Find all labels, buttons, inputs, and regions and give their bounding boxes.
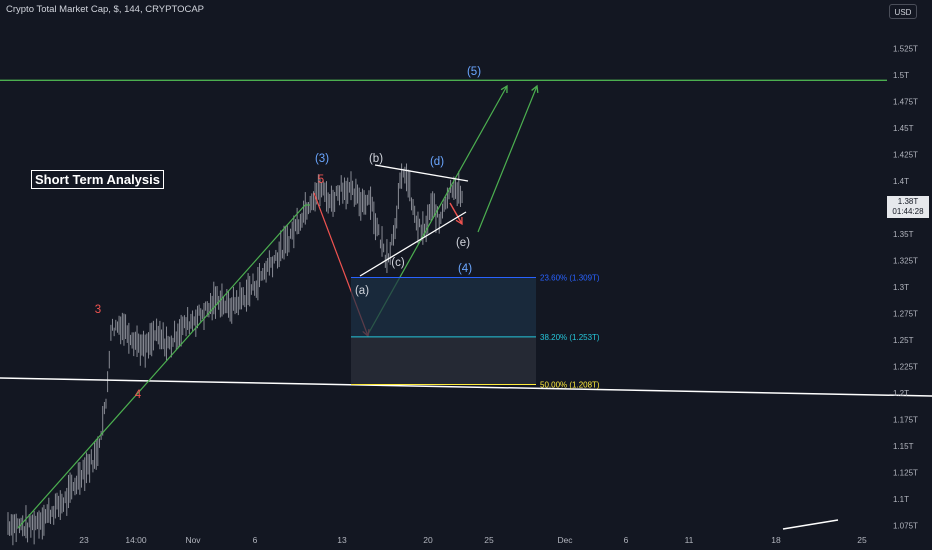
y-tick-label: 1.25T — [893, 336, 914, 345]
fib-level-label: 23.60% (1.309T) — [540, 273, 600, 282]
y-tick-label: 1.4T — [893, 177, 909, 186]
last-price-tag: 1.38T 01:44:28 — [887, 196, 929, 218]
lower-trend-line — [782, 519, 839, 530]
x-axis: 23 14:00 Nov 6 13 20 25 Dec 6 11 18 25 — [79, 535, 867, 545]
wave-label: (4) — [458, 263, 472, 275]
y-tick-label: 1.425T — [893, 151, 918, 160]
y-tick-label: 1.525T — [893, 45, 918, 54]
x-tick-label: 13 — [337, 535, 347, 545]
y-tick-label: 1.475T — [893, 98, 918, 107]
y-tick-label: 1.325T — [893, 257, 918, 266]
x-tick-label: 20 — [423, 535, 433, 545]
x-tick-label: Dec — [557, 535, 573, 545]
symbol-title: Crypto Total Market Cap, $, 144, CRYPTOC… — [6, 4, 205, 15]
y-tick-label: 1.075T — [893, 522, 918, 531]
y-tick-label: 1.15T — [893, 442, 914, 451]
wave-label: (5) — [467, 66, 481, 78]
wave-label: (b) — [369, 153, 383, 165]
candles-layer — [7, 163, 463, 546]
x-tick-label: 25 — [484, 535, 494, 545]
y-tick-label: 1.2T — [893, 389, 909, 398]
bar-countdown: 01:44:28 — [892, 207, 924, 216]
arrow-head — [500, 84, 508, 94]
short-term-analysis-label: Short Term Analysis — [31, 170, 164, 189]
x-tick-label: 18 — [771, 535, 781, 545]
last-price-value: 1.38T — [897, 197, 919, 206]
fib-level-label: 50.00% (1.208T) — [540, 381, 600, 390]
currency-button[interactable]: USD — [889, 4, 917, 19]
fib-zone-upper — [351, 277, 536, 337]
x-tick-label: Nov — [185, 535, 201, 545]
fib-level-label: 38.20% (1.253T) — [540, 333, 600, 342]
arrow-head — [455, 216, 463, 226]
x-tick-label: 11 — [685, 535, 694, 545]
fib-retracement-layer: 23.60% (1.309T) 38.20% (1.253T) 50.00% (1.… — [351, 273, 600, 390]
wave-e-arrow — [449, 202, 463, 225]
wave-label: (3) — [315, 153, 329, 165]
x-tick-label: 14:00 — [125, 535, 147, 545]
wave-labels-layer: 3 4 5 (3) (a) (b) (c) (d) (e) (4) (5) — [95, 66, 481, 401]
wave-label: 3 — [95, 304, 101, 316]
y-tick-label: 1.125T — [893, 469, 918, 478]
triangle-upper-line — [374, 164, 469, 182]
wave-label: 5 — [318, 174, 324, 186]
impulse-line-1 — [17, 204, 306, 529]
wave-label: (c) — [391, 257, 405, 269]
y-tick-label: 1.45T — [893, 124, 914, 133]
x-tick-label: 25 — [857, 535, 867, 545]
projection-line-2 — [477, 85, 538, 233]
wave-label: (d) — [430, 156, 444, 168]
y-tick-label: 1.225T — [893, 363, 918, 372]
y-tick-label: 1.35T — [893, 230, 914, 239]
y-tick-label: 1.1T — [893, 495, 909, 504]
x-tick-label: 6 — [624, 535, 629, 545]
y-tick-label: 1.5T — [893, 71, 909, 80]
wave-label: 4 — [135, 389, 142, 401]
fib-zone-lower — [351, 336, 536, 385]
y-axis: 1.075T 1.1T 1.125T 1.15T 1.175T 1.2T 1.225T 1.2… — [893, 45, 918, 531]
arrow-head — [531, 84, 539, 94]
wave-label: (a) — [355, 285, 369, 297]
y-tick-label: 1.3T — [893, 283, 909, 292]
x-tick-label: 23 — [79, 535, 89, 545]
x-tick-label: 6 — [253, 535, 258, 545]
y-tick-label: 1.175T — [893, 416, 918, 425]
wave-label: (e) — [456, 237, 470, 249]
triangle-lower-line — [359, 211, 467, 277]
y-tick-label: 1.275T — [893, 310, 918, 319]
support-trend-line — [0, 377, 932, 397]
